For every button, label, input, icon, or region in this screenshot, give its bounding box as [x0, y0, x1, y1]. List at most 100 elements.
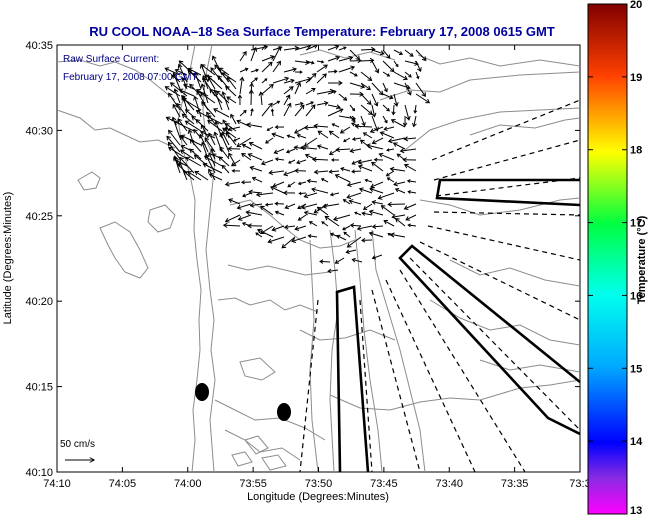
current-vector-head [200, 124, 206, 129]
current-vector-head [408, 74, 412, 78]
current-vector [221, 131, 230, 146]
current-vector [372, 137, 384, 144]
current-vector-head [230, 113, 235, 119]
current-vector-head [164, 86, 170, 91]
current-vector-head [338, 108, 344, 113]
current-vector [201, 124, 209, 139]
current-vector [294, 45, 311, 51]
current-vector-head [255, 192, 261, 198]
current-vector-head [224, 123, 230, 128]
current-vector [314, 203, 329, 214]
current-vector [256, 192, 274, 196]
current-vector-head [394, 187, 400, 193]
current-vector-head [274, 201, 279, 206]
current-vector [283, 86, 294, 95]
current-vector [329, 170, 340, 173]
map-title: RU COOL NOAA–18 Sea Surface Temperature:… [89, 24, 555, 39]
current-vector [363, 203, 373, 210]
current-vector-head [352, 118, 356, 123]
current-vector-head [391, 111, 396, 116]
current-vector [304, 126, 318, 129]
current-vector-head [367, 76, 373, 81]
current-vector-head [269, 55, 275, 60]
current-vector-head [221, 164, 226, 170]
current-vector-head [285, 149, 290, 154]
current-vector-head [417, 67, 422, 73]
current-vector-head [383, 219, 389, 225]
current-vector [272, 181, 285, 188]
current-vector-head [394, 217, 400, 223]
current-vector-head [403, 75, 408, 81]
current-vector-head [174, 159, 180, 164]
current-vector-head [206, 115, 212, 121]
current-vector-head [403, 136, 409, 142]
current-vector [294, 104, 305, 117]
current-vector-head [174, 68, 180, 74]
current-vector [395, 218, 406, 227]
current-vector-head [241, 153, 246, 158]
current-vector-head [284, 204, 289, 210]
current-vector-head [319, 259, 324, 264]
current-vector [360, 48, 375, 51]
current-vector [272, 77, 289, 84]
current-vector [179, 89, 195, 97]
current-vector-head [204, 74, 210, 79]
current-vector [393, 49, 403, 55]
current-vector [249, 142, 263, 150]
current-vector-head [182, 170, 188, 176]
current-vector-head [287, 183, 292, 188]
current-vector [265, 137, 274, 144]
current-vector-head [193, 95, 199, 101]
current-vector-head [346, 243, 352, 248]
current-vector-head [270, 108, 275, 112]
current-vector-head [281, 243, 287, 249]
current-vector [175, 69, 188, 76]
current-vector [281, 236, 296, 249]
current-vector [413, 115, 417, 127]
current-vector [349, 71, 358, 77]
current-vector [382, 104, 390, 112]
y-tick-label: 40:30 [25, 125, 53, 137]
current-vector-head [178, 88, 184, 94]
current-vector [372, 225, 384, 228]
current-vector-head [399, 148, 405, 154]
current-vector-head [292, 67, 297, 73]
current-vector [283, 79, 295, 84]
current-vector [250, 203, 263, 207]
current-vector-head [296, 160, 301, 165]
current-vector [207, 75, 223, 90]
current-vector [219, 146, 230, 160]
current-vector [260, 92, 263, 106]
current-vector [407, 180, 417, 183]
current-vector [183, 84, 195, 90]
current-vector-head [409, 52, 414, 57]
current-vector-head [385, 172, 390, 177]
current-vector [268, 236, 285, 243]
current-vector-head [193, 72, 199, 77]
current-vector-head [388, 94, 394, 100]
current-vector [311, 188, 329, 194]
current-vector-head [379, 50, 385, 56]
current-vector-head [371, 224, 377, 229]
current-vector-head [243, 109, 247, 114]
current-vector-head [276, 100, 281, 104]
current-vector-head [297, 216, 302, 221]
current-vector-head [240, 180, 245, 185]
current-vector [314, 125, 329, 128]
current-vector-head [351, 169, 356, 174]
current-vector [404, 137, 417, 140]
current-vector-head [335, 104, 341, 110]
current-vector-head [304, 153, 310, 159]
current-vector [327, 108, 344, 117]
current-vector-head [396, 153, 401, 158]
current-vector [200, 92, 216, 104]
current-vector [358, 165, 373, 172]
x-tick-label: 73:50 [305, 478, 333, 490]
current-vector-head [339, 129, 345, 134]
current-vector-head [191, 115, 197, 121]
current-vector [250, 69, 259, 73]
current-vector [360, 139, 373, 150]
current-vector [369, 232, 384, 238]
current-vector-head [320, 178, 325, 182]
sensor-beam-lines [299, 99, 580, 472]
